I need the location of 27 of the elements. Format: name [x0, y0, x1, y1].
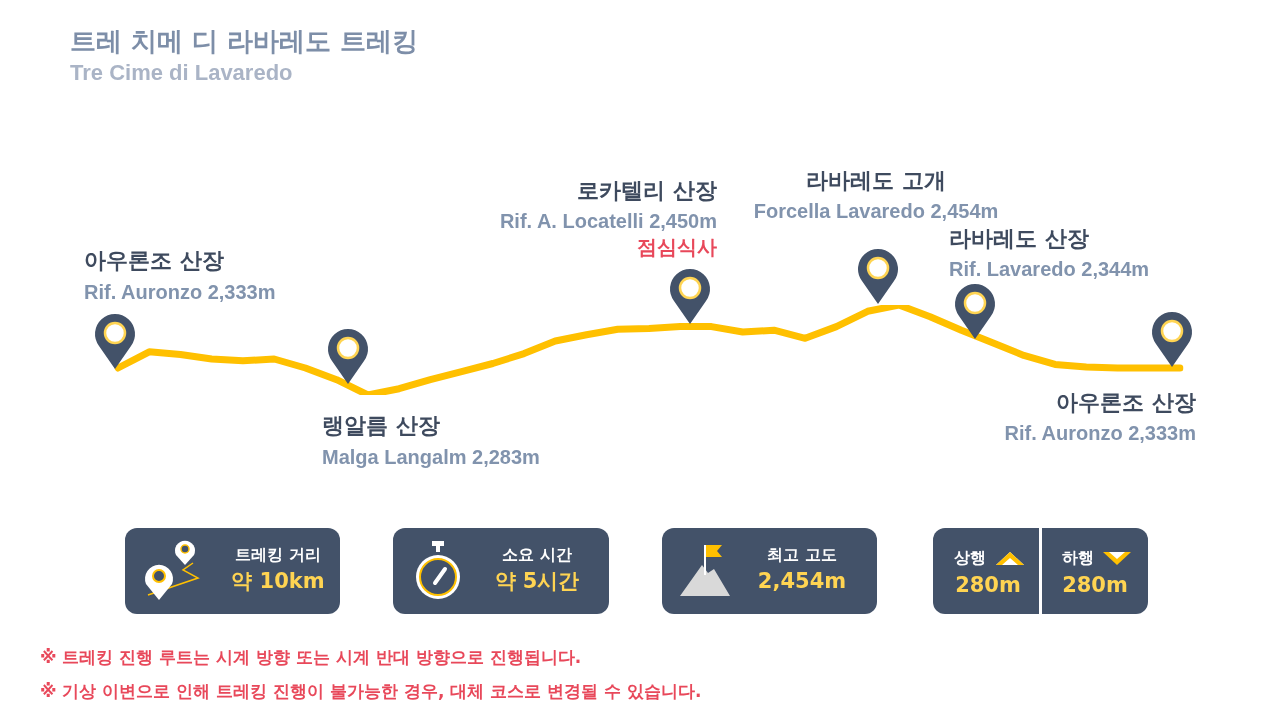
text: ※ 트레킹 진행 루트는 시계 방향 또는 시계 반대 방향으로 진행됩니다. [40, 647, 582, 667]
text: 약 5시간 [494, 569, 580, 593]
text: 라바레도 고개 [806, 168, 946, 193]
text: Rif. Auronzo 2,333m [1004, 422, 1196, 444]
text: 점심식사 [637, 235, 717, 259]
text: 280m [1062, 573, 1128, 597]
text: 280m [955, 573, 1021, 597]
text: Forcella Lavaredo 2,454m [753, 200, 999, 222]
text: 아우론조 산장 [84, 248, 224, 273]
text: Rif. A. Locatelli 2,450m [499, 210, 717, 232]
text: 트레킹 거리 [235, 545, 321, 564]
text: Rif. Lavaredo 2,344m [949, 258, 1150, 280]
text: 랭알름 산장 [322, 413, 440, 438]
annotation: 아우론조 산장 [1056, 390, 1196, 415]
text: 로카텔리 산장 [577, 178, 717, 203]
chart-title: 트레 치메 디 라바레도 트레킹 [70, 26, 419, 56]
text: 하행 [1062, 548, 1094, 567]
text: 약 10km [231, 569, 325, 593]
text: 2,454m [757, 569, 847, 593]
chart-subtitle: Tre Cime di Lavaredo [70, 60, 293, 85]
text: 소요 시간 [502, 545, 572, 564]
text: 라바레도 산장 [949, 226, 1089, 251]
text: ※ 기상 이변으로 인해 트레킹 진행이 불가능한 경우, 대체 코스로 변경될 수 있습니다. [40, 681, 702, 701]
text: Rif. Auronzo 2,333m [84, 281, 276, 303]
text: 최고 고도 [767, 545, 837, 564]
text: Malga Langalm 2,283m [322, 446, 540, 468]
text: 상행 [954, 548, 986, 567]
